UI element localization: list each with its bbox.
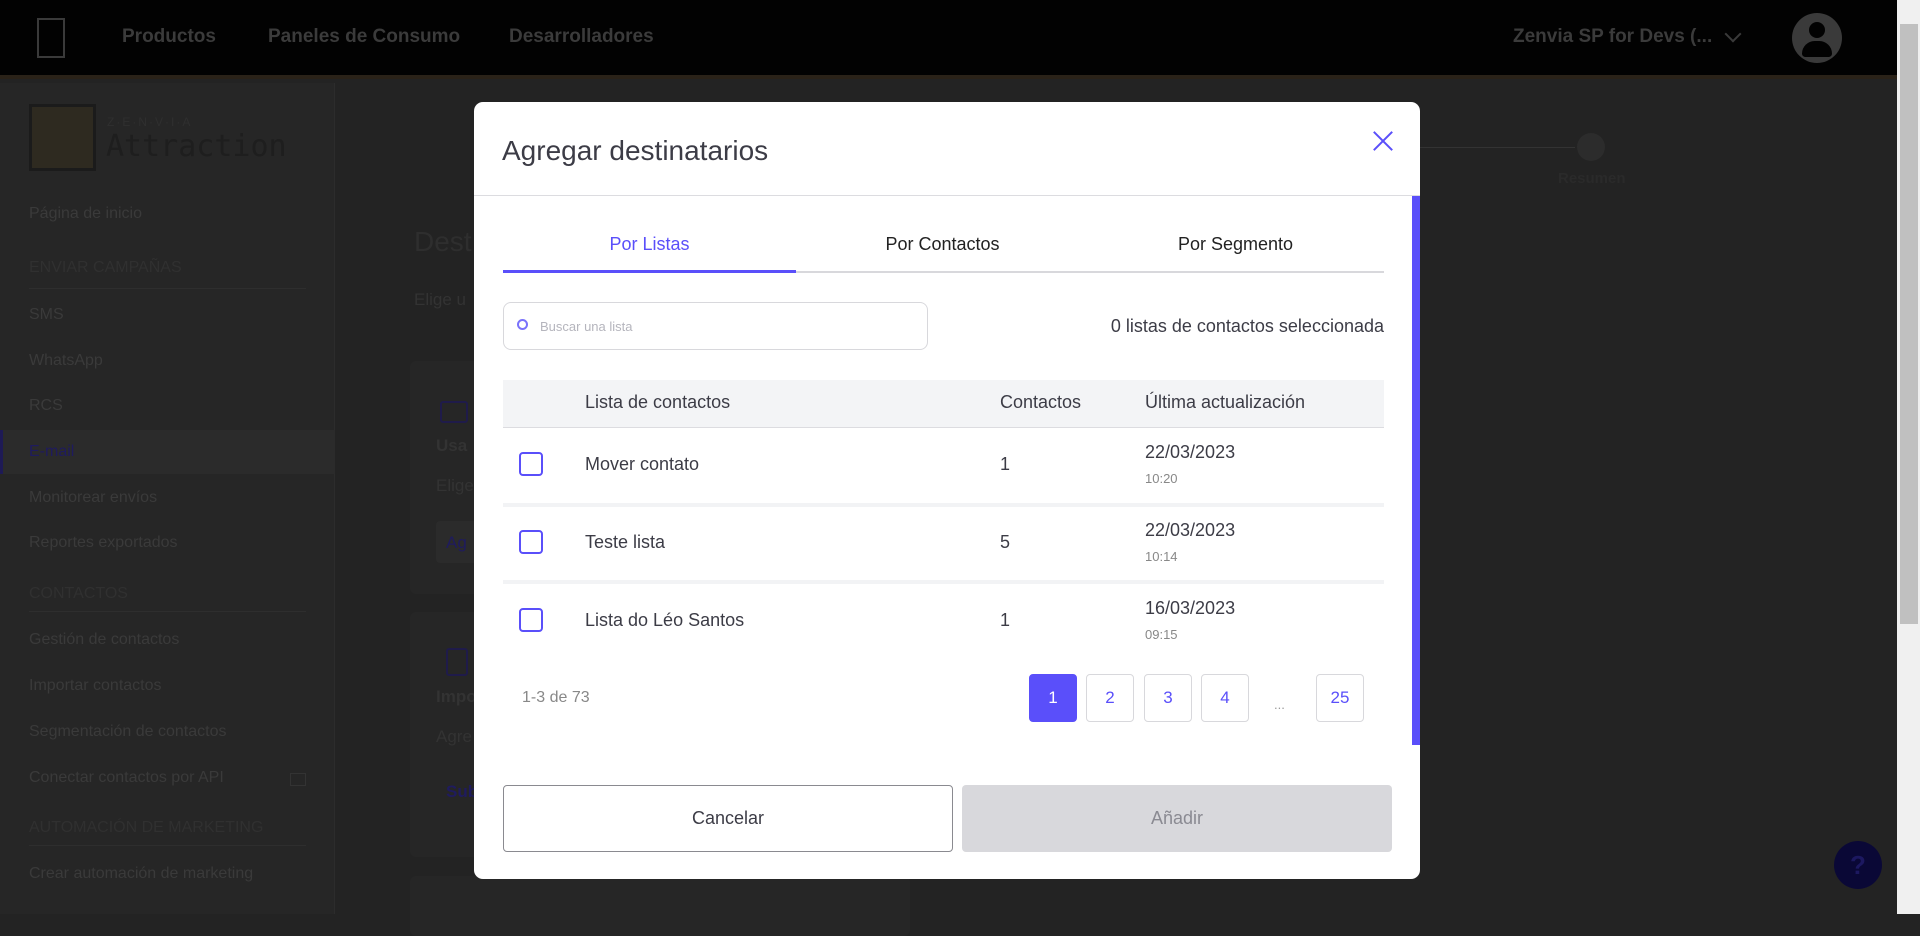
page-button-1[interactable]: 1 [1029,674,1077,722]
pagination-ellipsis: ... [1274,697,1285,712]
folder-icon [440,401,468,423]
column-header-actualizacion: Última actualización [1145,392,1306,412]
list-name: Lista do Léo Santos [585,610,745,630]
sidebar-item-importar-contactos[interactable]: Importar contactos [29,677,162,694]
page-button-3[interactable]: 3 [1144,674,1192,722]
search-input[interactable]: Buscar una lista [503,302,928,350]
tabs-track [503,271,1384,273]
user-avatar-icon[interactable] [1792,13,1842,63]
nav-paneles-de-consumo[interactable]: Paneles de Consumo [268,26,461,47]
add-recipients-modal: Agregar destinatarios Por Listas Por Con… [474,102,1420,879]
page-title: Dest [414,226,472,257]
zenvia-logo[interactable] [37,18,65,58]
divider [29,611,306,612]
table-header [503,380,1384,428]
help-icon[interactable]: ? [1834,841,1882,889]
divider [29,845,306,846]
sidebar-item-email[interactable]: E-mail [0,430,335,474]
close-icon[interactable] [1368,126,1398,156]
sidebar-item-conectar-api[interactable]: Conectar contactos por API [29,769,224,786]
sidebar-item-reportes-exportados[interactable]: Reportes exportados [29,534,178,551]
add-button[interactable]: Añadir [962,785,1392,852]
nav-productos[interactable]: Productos [122,26,216,47]
divider [474,195,1420,196]
list-date: 22/03/2023 [1145,520,1236,540]
list-contacts: 1 [1000,610,1011,630]
sidebar-item-sms[interactable]: SMS [29,306,64,323]
sidebar-item-rcs[interactable]: RCS [29,397,63,414]
tab-por-contactos[interactable]: Por Contactos [885,234,1000,254]
page-button-25[interactable]: 25 [1316,674,1364,722]
row-divider [503,580,1384,584]
stepper-step [1577,133,1605,161]
sidebar-section-contactos: CONTACTOS [29,585,128,602]
card-title: Usa [436,436,468,455]
list-time: 10:20 [1145,471,1178,486]
column-header-lista: Lista de contactos [585,392,731,412]
page-button-4[interactable]: 4 [1201,674,1249,722]
csv-file-icon [446,648,468,676]
tab-por-segmento[interactable]: Por Segmento [1177,234,1294,254]
brand-name: Attraction [106,129,287,164]
list-date: 16/03/2023 [1145,598,1236,618]
selected-count: 0 listas de contactos seleccionada [1110,316,1384,336]
list-time: 10:14 [1145,549,1178,564]
list-date: 22/03/2023 [1145,442,1236,462]
card-text: Elige [436,476,474,495]
list-contacts: 1 [1000,454,1011,474]
top-navbar: Productos Paneles de Consumo Desarrollad… [0,0,1897,79]
list-time: 09:15 [1145,627,1178,642]
sidebar-item-whatsapp[interactable]: WhatsApp [29,352,103,369]
sidebar-item-home[interactable]: Página de inicio [29,205,142,222]
sidebar-item-gestion-contactos[interactable]: Gestión de contactos [29,631,180,648]
list-name: Teste lista [585,532,666,552]
sidebar: Z·E·N·V·I·A Attraction Página de inicio … [0,83,335,914]
sidebar-item-monitorear-envios[interactable]: Monitorear envíos [29,489,158,506]
card-text: Agre [436,727,472,746]
brand-top: Z·E·N·V·I·A [107,115,193,129]
row-checkbox[interactable] [519,452,543,476]
tab-por-listas[interactable]: Por Listas [609,234,690,254]
card-link[interactable]: Sub [446,782,479,801]
row-checkbox[interactable] [519,608,543,632]
account-selector[interactable]: Zenvia SP for Devs (... [1513,26,1713,47]
active-tab-indicator [503,270,796,273]
column-header-contactos: Contactos [1000,392,1082,412]
sidebar-section-enviar-campanas: ENVIAR CAMPAÑAS [29,259,182,276]
pagination-range: 1-3 de 73 [522,689,590,706]
list-contacts: 5 [1000,532,1011,552]
search-placeholder: Buscar una lista [540,319,633,334]
external-link-icon [290,773,306,786]
page-button-2[interactable]: 2 [1086,674,1134,722]
sidebar-item-email-label: E-mail [29,443,75,460]
row-divider [503,503,1384,507]
sidebar-item-crear-automacion[interactable]: Crear automación de marketing [29,865,254,882]
sidebar-section-automacion: AUTOMACIÓN DE MARKETING [29,819,264,836]
divider [29,288,306,289]
stepper-label: Resumen [1558,170,1626,187]
stepper-line [1420,147,1575,148]
modal-title: Agregar destinatarios [502,135,769,166]
list-name: Mover contato [585,454,700,474]
scrollbar-thumb[interactable] [1900,24,1918,624]
modal-scrollbar[interactable] [1412,196,1420,745]
page-subtitle: Elige u [414,290,466,309]
sidebar-item-segmentacion[interactable]: Segmentación de contactos [29,723,227,740]
chevron-down-icon[interactable] [1724,25,1742,43]
card-title: Impo [436,687,477,706]
search-icon [517,319,528,330]
nav-desarrolladores[interactable]: Desarrolladores [509,26,654,47]
card-segment [410,876,910,936]
page-scrollbar[interactable] [1897,0,1920,914]
row-checkbox[interactable] [519,530,543,554]
attraction-logo [29,104,96,171]
cancel-button[interactable]: Cancelar [503,785,953,852]
